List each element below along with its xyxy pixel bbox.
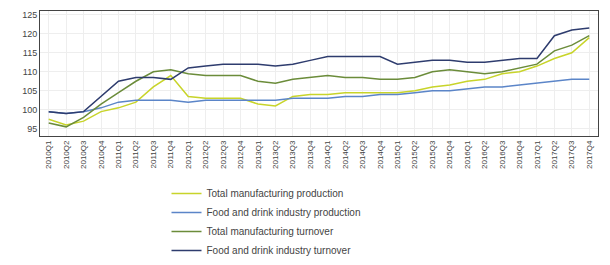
svg-text:2017Q1: 2017Q1 (533, 140, 542, 169)
svg-text:100: 100 (22, 105, 37, 115)
svg-text:Food and drink industry produc: Food and drink industry production (207, 207, 361, 218)
svg-text:2010Q3: 2010Q3 (79, 140, 88, 169)
svg-text:2010Q4: 2010Q4 (97, 140, 106, 169)
svg-text:Food and drink industry turnov: Food and drink industry turnover (207, 245, 352, 256)
svg-text:2013Q2: 2013Q2 (271, 140, 280, 169)
svg-text:2014Q2: 2014Q2 (341, 140, 350, 169)
svg-text:2016Q2: 2016Q2 (480, 140, 489, 169)
svg-text:105: 105 (22, 86, 37, 96)
svg-text:2014Q3: 2014Q3 (358, 140, 367, 169)
svg-text:2011Q1: 2011Q1 (114, 140, 123, 168)
svg-text:2011Q3: 2011Q3 (149, 140, 158, 168)
svg-text:2011Q4: 2011Q4 (166, 140, 175, 168)
svg-text:2016Q4: 2016Q4 (515, 140, 524, 169)
svg-text:2015Q4: 2015Q4 (445, 140, 454, 169)
svg-text:2015Q2: 2015Q2 (411, 140, 420, 169)
svg-text:2015Q1: 2015Q1 (393, 140, 402, 169)
svg-text:110: 110 (23, 67, 37, 77)
svg-text:2012Q4: 2012Q4 (236, 140, 245, 169)
svg-text:2017Q4: 2017Q4 (585, 140, 594, 169)
svg-text:2016Q3: 2016Q3 (498, 140, 507, 169)
svg-text:2017Q2: 2017Q2 (550, 140, 559, 169)
svg-text:95: 95 (27, 124, 37, 134)
svg-text:2015Q3: 2015Q3 (428, 140, 437, 169)
svg-text:2011Q2: 2011Q2 (132, 140, 141, 168)
svg-text:2013Q3: 2013Q3 (288, 140, 297, 169)
svg-text:2013Q4: 2013Q4 (306, 140, 315, 169)
svg-text:2012Q3: 2012Q3 (219, 140, 228, 169)
svg-text:2013Q1: 2013Q1 (254, 140, 263, 169)
svg-text:Total manufacturing turnover: Total manufacturing turnover (207, 226, 334, 237)
svg-text:2017Q3: 2017Q3 (567, 140, 576, 169)
svg-text:2010Q2: 2010Q2 (62, 140, 71, 169)
svg-text:2014Q1: 2014Q1 (323, 140, 332, 169)
svg-text:2012Q2: 2012Q2 (201, 140, 210, 169)
svg-text:Total manufacturing production: Total manufacturing production (207, 188, 344, 199)
svg-text:2010Q1: 2010Q1 (44, 140, 53, 169)
svg-text:2016Q1: 2016Q1 (463, 140, 472, 169)
svg-text:120: 120 (22, 29, 37, 39)
svg-text:2014Q4: 2014Q4 (376, 140, 385, 169)
svg-text:115: 115 (23, 48, 37, 58)
svg-text:2012Q1: 2012Q1 (184, 140, 193, 169)
svg-text:125: 125 (22, 10, 37, 20)
